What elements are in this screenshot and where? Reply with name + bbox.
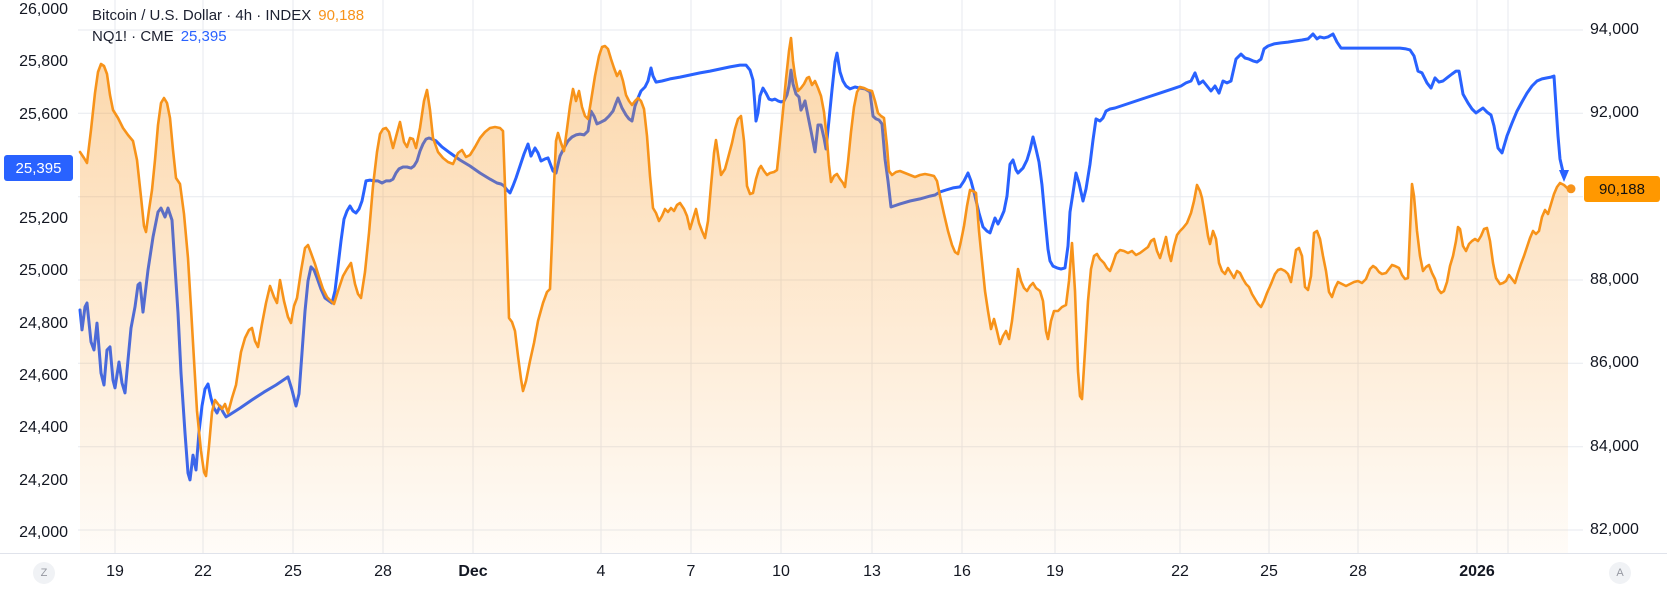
time-axis-label: 28	[1349, 563, 1367, 580]
time-axis-label: 28	[374, 563, 392, 580]
legend-row-btc[interactable]: Bitcoin / U.S. Dollar · 4h · INDEX 90,18…	[92, 5, 364, 26]
time-axis[interactable]: 19 22 25 28 Dec 4 7 10 13 16 19 22 25 28 2026	[0, 553, 1667, 598]
right-axis-tick: 92,000	[1590, 104, 1639, 122]
time-axis-label: 19	[1046, 563, 1064, 580]
left-axis-tick: 24,400	[19, 419, 68, 437]
btc-area	[80, 38, 1568, 553]
legend-title-nq: NQ1! · CME	[92, 28, 174, 45]
legend-value-nq: 25,395	[180, 28, 227, 45]
right-axis-tick: 82,000	[1590, 521, 1639, 538]
right-axis-tick: 84,000	[1590, 437, 1639, 455]
left-axis-tick: 25,800	[19, 53, 68, 71]
left-axis-tick: 25,600	[19, 105, 68, 123]
right-axis-tick: 88,000	[1590, 271, 1639, 288]
legend-value-btc: 90,188	[318, 7, 365, 24]
left-axis-tick: 24,000	[19, 523, 68, 541]
time-axis-label: 19	[106, 563, 124, 580]
left-axis-tick: 25,000	[19, 262, 68, 280]
left-axis-tick: 24,800	[19, 314, 68, 332]
time-axis-label: 2026	[1459, 563, 1495, 580]
time-axis-label: 13	[863, 563, 881, 580]
left-axis-tick: 24,600	[19, 366, 68, 384]
time-axis-label: 22	[1171, 563, 1189, 580]
nq-line-end-arrow	[1559, 170, 1569, 183]
legend: Bitcoin / U.S. Dollar · 4h · INDEX 90,18…	[92, 5, 364, 47]
auto-scale-button[interactable]: A	[1609, 562, 1631, 584]
right-axis-tick: 86,000	[1590, 354, 1639, 372]
time-axis-label: 10	[772, 563, 790, 580]
left-axis-tick: 25,200	[19, 210, 68, 228]
btc-last-price-dot	[1566, 184, 1576, 194]
time-axis-label: 16	[953, 563, 971, 580]
time-axis-label: 25	[1260, 563, 1278, 580]
time-axis-label: 7	[686, 563, 696, 580]
left-price-axis[interactable]: 26,000 25,800 25,600 25,200 25,000 24,800 24,6…	[0, 0, 70, 553]
right-axis-tick: 94,000	[1590, 21, 1639, 38]
left-axis-tick: 24,200	[19, 471, 68, 489]
left-axis-tick: 26,000	[19, 0, 68, 18]
legend-row-nq[interactable]: NQ1! · CME 25,395	[92, 26, 364, 47]
btc-line	[78, 36, 1570, 478]
time-axis-label: 22	[194, 563, 212, 580]
nq-price-badge: 25,395	[4, 155, 73, 181]
time-axis-label: 25	[284, 563, 302, 580]
legend-title-btc: Bitcoin / U.S. Dollar · 4h · INDEX	[92, 7, 312, 24]
time-axis-label: 4	[596, 563, 606, 580]
time-axis-label: Dec	[458, 563, 488, 580]
right-price-axis[interactable]: 94,000 92,000 88,000 86,000 84,000 82,000	[1590, 0, 1667, 553]
btc-price-badge: 90,188	[1584, 176, 1660, 202]
timezone-button[interactable]: Z	[33, 562, 55, 584]
